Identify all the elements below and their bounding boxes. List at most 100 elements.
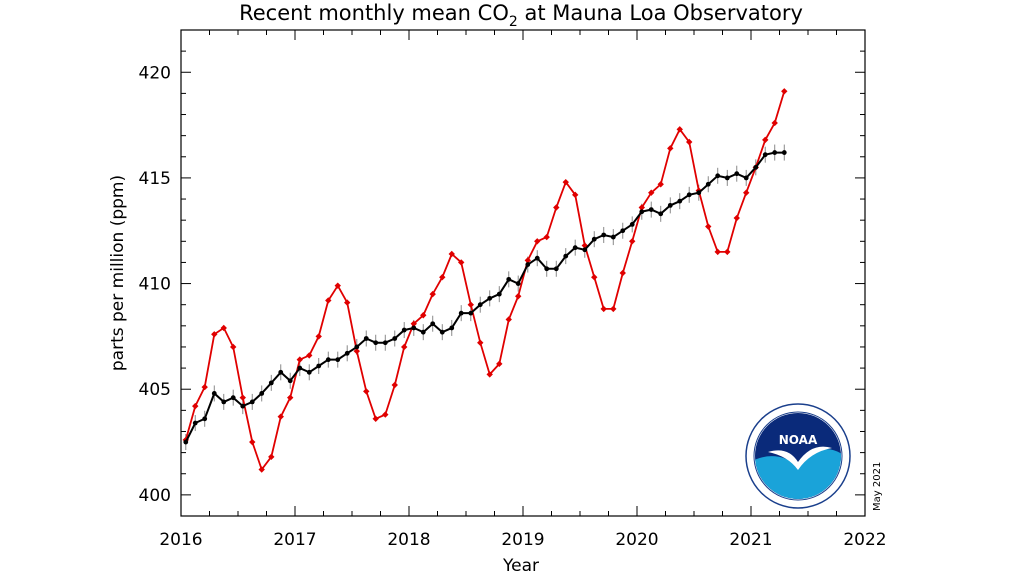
corrected-series: [183, 150, 787, 445]
monthly-mean-point: [705, 223, 712, 230]
corrected-point: [496, 291, 502, 297]
monthly-mean-point: [743, 189, 750, 196]
monthly-mean-point: [258, 466, 265, 473]
corrected-point: [629, 222, 635, 227]
corrected-point: [544, 266, 550, 272]
monthly-mean-point: [239, 394, 246, 401]
corrected-point: [487, 295, 493, 301]
monthly-mean-point: [192, 402, 199, 410]
monthly-mean-point: [448, 250, 455, 258]
corrected-point: [373, 340, 379, 346]
monthly-mean-point: [572, 191, 579, 199]
x-tick-label: 2017: [273, 530, 316, 550]
corrected-point: [572, 245, 578, 251]
corrected-point: [477, 302, 483, 308]
monthly-mean-point: [496, 360, 503, 368]
monthly-mean-point: [771, 119, 778, 127]
corrected-point: [762, 152, 768, 158]
monthly-mean-point: [344, 299, 351, 306]
monthly-mean-point: [211, 331, 218, 338]
monthly-mean-point: [458, 259, 465, 266]
monthly-mean-point: [610, 305, 617, 313]
corrected-point: [743, 175, 749, 181]
monthly-mean-point: [401, 343, 408, 351]
y-tick-labels: 400 405 410 415 420: [139, 63, 171, 506]
monthly-mean-point: [420, 312, 427, 319]
x-tick-label: 2016: [159, 530, 202, 550]
corrected-point: [230, 395, 236, 401]
corrected-point: [705, 181, 711, 187]
corrected-point: [249, 399, 255, 405]
monthly-mean-point: [657, 181, 664, 188]
monthly-mean-point: [638, 204, 645, 211]
monthly-mean-point: [296, 356, 303, 363]
x-tick-label: 2021: [729, 530, 772, 550]
monthly-mean-point: [249, 438, 256, 446]
corrected-point: [601, 232, 607, 238]
corrected-point: [468, 310, 474, 316]
corrected-point: [696, 190, 702, 196]
corrected-point: [563, 253, 569, 259]
monthly-mean-point: [686, 138, 693, 146]
corrected-point: [278, 369, 284, 375]
monthly-mean-point: [382, 411, 389, 418]
monthly-mean-point: [220, 324, 227, 332]
monthly-mean-point: [676, 126, 683, 133]
corrected-point: [686, 192, 692, 198]
corrected-point: [553, 266, 559, 272]
monthly-mean-point: [372, 415, 379, 422]
corrected-point: [506, 276, 512, 282]
corrected-point: [325, 357, 331, 363]
corrected-point: [648, 207, 654, 213]
monthly-mean-line: [184, 91, 786, 472]
monthly-mean-point: [648, 189, 655, 196]
corrected-point: [439, 329, 445, 335]
corrected-line: [184, 151, 785, 443]
corrected-point: [582, 247, 588, 253]
date-stamp: May 2021: [872, 462, 883, 511]
corrected-point: [297, 365, 303, 371]
monthly-mean-point: [714, 248, 721, 256]
monthly-mean-point: [629, 238, 636, 245]
monthly-mean-point: [534, 238, 541, 245]
svg-text:NOAA: NOAA: [779, 433, 818, 447]
corrected-point: [211, 391, 217, 396]
y-tick-label: 415: [139, 169, 171, 189]
corrected-point: [363, 336, 369, 341]
corrected-point: [268, 380, 274, 386]
corrected-point: [715, 173, 721, 179]
corrected-point: [221, 399, 227, 405]
x-axis-title: Year: [502, 556, 539, 576]
monthly-mean-point: [429, 290, 436, 298]
corrected-point: [677, 198, 683, 204]
monthly-mean-point: [268, 453, 275, 461]
monthly-mean-point: [277, 413, 284, 420]
corrected-point: [430, 321, 436, 327]
monthly-mean-point: [439, 274, 446, 281]
monthly-mean-point: [724, 248, 731, 256]
monthly-mean-point: [287, 394, 294, 401]
monthly-mean-point: [315, 333, 322, 340]
x-tick-label: 2018: [387, 530, 430, 550]
corrected-point: [658, 211, 664, 217]
monthly-mean-point: [553, 204, 560, 211]
x-tick-label: 2019: [501, 530, 544, 550]
monthly-mean-point: [467, 301, 474, 308]
x-tick-labels: 2016 2017 2018 2019 2020 2021 2022: [159, 530, 886, 550]
monthly-mean-point: [524, 257, 531, 264]
corrected-point: [401, 327, 407, 333]
corrected-point: [259, 391, 265, 396]
monthly-mean-point: [410, 320, 417, 327]
corrected-point: [458, 310, 464, 316]
corrected-point: [382, 340, 388, 346]
corrected-point: [753, 164, 759, 170]
corrected-point: [335, 357, 341, 363]
monthly-mean-point: [515, 293, 522, 300]
y-tick-label: 400: [139, 486, 171, 506]
corrected-point: [667, 202, 673, 208]
corrected-error-bars: [185, 144, 785, 451]
corrected-point: [734, 171, 740, 177]
corrected-point: [354, 344, 360, 350]
monthly-mean-point: [505, 316, 512, 323]
